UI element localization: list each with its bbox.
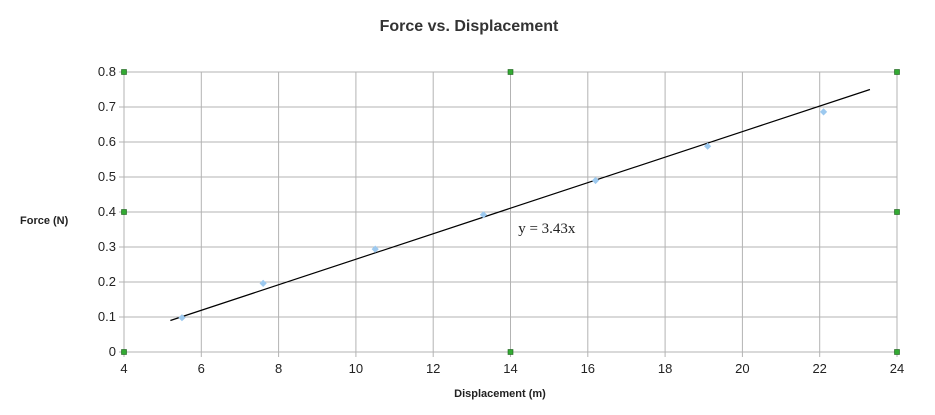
x-axis-label: Displacement (m): [454, 388, 546, 400]
x-tick-label: 12: [426, 361, 440, 376]
x-tick-labels: 4 6 8 10 12 14 16 18 20 22 24: [120, 361, 904, 376]
trendline-group: [170, 88, 871, 322]
x-tick-label: 6: [198, 361, 205, 376]
y-tick-label: 0.2: [98, 274, 116, 289]
data-point: [178, 314, 186, 322]
y-tick-label: 0.7: [98, 99, 116, 114]
selection-handle[interactable]: [121, 69, 127, 75]
y-tick-label: 0.6: [98, 134, 116, 149]
data-point: [479, 211, 488, 219]
data-point: [371, 245, 379, 253]
trendline-equation: y = 3.43x: [518, 221, 576, 237]
y-tick-labels: 0 0.1 0.2 0.3 0.4 0.5 0.6 0.7 0.8: [98, 64, 116, 359]
y-tick-label: 0.3: [98, 239, 116, 254]
data-point: [704, 142, 712, 150]
x-tick-label: 24: [890, 361, 904, 376]
y-tick-label: 0.8: [98, 64, 116, 79]
x-tick-label: 18: [658, 361, 672, 376]
x-tick-label: 8: [275, 361, 282, 376]
x-tick-label: 10: [349, 361, 363, 376]
selection-handle[interactable]: [894, 349, 900, 355]
annotations: y = 3.43x: [518, 221, 576, 237]
y-tick-label: 0.5: [98, 169, 116, 184]
gridlines: [123, 71, 898, 353]
selection-handle[interactable]: [121, 209, 127, 215]
x-tick-label: 20: [735, 361, 749, 376]
data-point: [819, 108, 828, 116]
data-point: [259, 279, 267, 287]
y-tick-label: 0.4: [98, 204, 116, 219]
data-points: [178, 108, 828, 322]
selection-handle[interactable]: [121, 349, 127, 355]
x-tick-label: 14: [503, 361, 517, 376]
y-axis-label: Force (N): [20, 215, 69, 227]
selection-handle[interactable]: [507, 349, 514, 355]
data-point: [591, 176, 600, 185]
axes: [119, 71, 898, 357]
x-tick-label: 16: [581, 361, 595, 376]
chart-title: Force vs. Displacement: [380, 18, 559, 35]
selection-handle[interactable]: [507, 69, 514, 75]
selection-handle[interactable]: [894, 69, 900, 75]
selection-handles[interactable]: [121, 69, 900, 355]
selection-handle[interactable]: [894, 209, 900, 215]
x-tick-label: 22: [812, 361, 826, 376]
y-tick-label: 0.1: [98, 309, 116, 324]
y-tick-label: 0: [109, 344, 116, 359]
x-tick-label: 4: [120, 361, 127, 376]
trendline: [170, 88, 871, 322]
